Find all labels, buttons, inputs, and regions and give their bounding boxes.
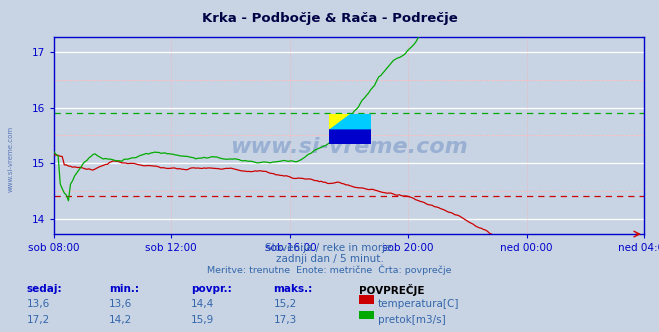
- Text: www.si-vreme.com: www.si-vreme.com: [230, 137, 468, 157]
- Text: 17,2: 17,2: [26, 315, 49, 325]
- Text: sedaj:: sedaj:: [26, 284, 62, 294]
- Text: povpr.:: povpr.:: [191, 284, 232, 294]
- Bar: [330, 129, 370, 144]
- Text: 13,6: 13,6: [109, 299, 132, 309]
- Polygon shape: [330, 114, 370, 129]
- Text: Slovenija / reke in morje.: Slovenija / reke in morje.: [264, 243, 395, 253]
- Text: POVPREČJE: POVPREČJE: [359, 284, 424, 296]
- Text: 17,3: 17,3: [273, 315, 297, 325]
- Text: 15,2: 15,2: [273, 299, 297, 309]
- Text: www.si-vreme.com: www.si-vreme.com: [8, 126, 14, 193]
- Text: min.:: min.:: [109, 284, 139, 294]
- Text: 14,2: 14,2: [109, 315, 132, 325]
- Text: Krka - Podbočje & Rača - Podrečje: Krka - Podbočje & Rača - Podrečje: [202, 12, 457, 25]
- Text: maks.:: maks.:: [273, 284, 313, 294]
- Text: temperatura[C]: temperatura[C]: [378, 299, 459, 309]
- Text: zadnji dan / 5 minut.: zadnji dan / 5 minut.: [275, 254, 384, 264]
- Text: Meritve: trenutne  Enote: metrične  Črta: povprečje: Meritve: trenutne Enote: metrične Črta: …: [207, 265, 452, 276]
- Bar: [330, 114, 350, 144]
- Text: 13,6: 13,6: [26, 299, 49, 309]
- Bar: [350, 114, 370, 144]
- Text: pretok[m3/s]: pretok[m3/s]: [378, 315, 445, 325]
- Text: 15,9: 15,9: [191, 315, 214, 325]
- Text: 14,4: 14,4: [191, 299, 214, 309]
